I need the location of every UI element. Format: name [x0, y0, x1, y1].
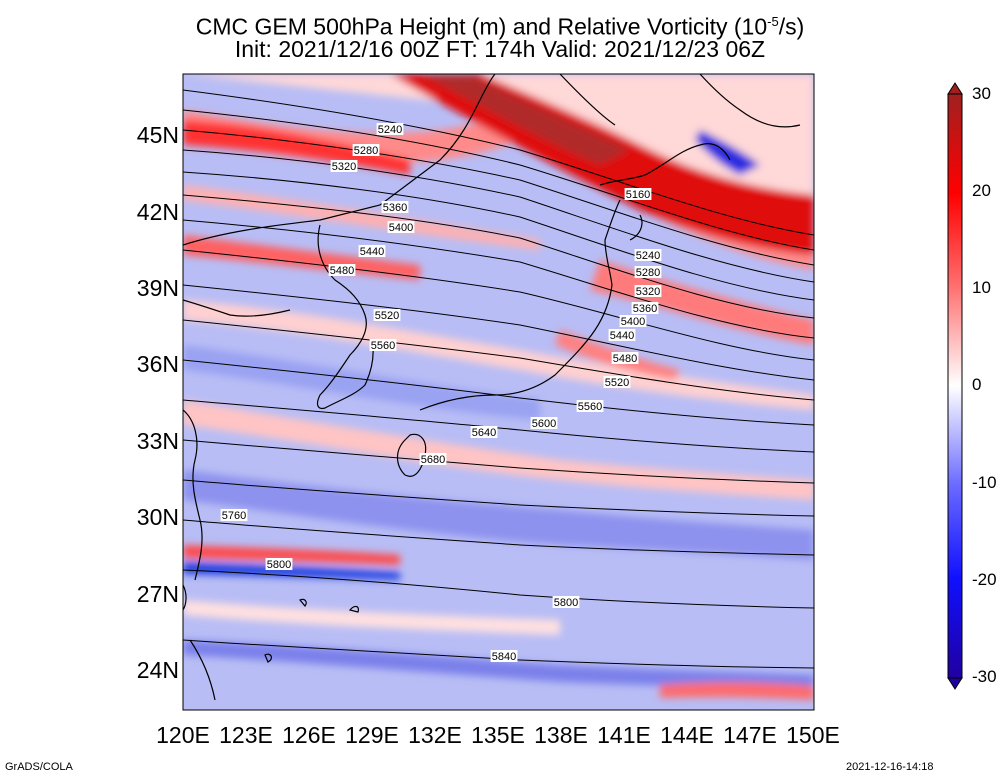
contour-label: 5560 — [369, 339, 397, 352]
vorticity-field — [183, 74, 814, 710]
lat-label: 24N — [136, 657, 179, 683]
height-contours — [183, 89, 814, 669]
svg-text:5560: 5560 — [371, 340, 395, 352]
svg-text:5280: 5280 — [354, 145, 378, 157]
svg-text:5680: 5680 — [421, 454, 445, 466]
svg-text:5600: 5600 — [532, 418, 556, 430]
svg-text:5360: 5360 — [383, 202, 407, 214]
lat-label: 33N — [136, 428, 179, 454]
svg-text:5480: 5480 — [330, 265, 354, 277]
lon-label: 150E — [786, 722, 840, 748]
lat-label: 39N — [136, 275, 179, 301]
svg-text:5400: 5400 — [389, 222, 413, 234]
lon-label: 132E — [408, 722, 462, 748]
lon-label: 138E — [534, 722, 588, 748]
contour-label: 5280 — [352, 144, 380, 157]
svg-text:5800: 5800 — [554, 597, 578, 609]
coastlines — [183, 74, 801, 701]
contour-label: 5280 — [634, 266, 662, 279]
colorbar-label: 0 — [972, 375, 982, 394]
contour-label: 5800 — [265, 558, 293, 571]
svg-text:5240: 5240 — [378, 124, 402, 136]
colorbar-label: -10 — [972, 473, 997, 492]
lat-label: 45N — [136, 122, 179, 148]
colorbar-label: -30 — [972, 667, 997, 686]
colorbar — [947, 82, 963, 690]
svg-text:5440: 5440 — [610, 330, 634, 342]
colorbar-label: 10 — [972, 278, 991, 297]
contour-label: 5800 — [552, 596, 580, 609]
lat-label: 36N — [136, 351, 179, 377]
lon-label: 120E — [156, 722, 210, 748]
colorbar-label: 20 — [972, 181, 991, 200]
contour-label: 5320 — [634, 285, 662, 298]
svg-text:5440: 5440 — [360, 246, 384, 258]
svg-text:5520: 5520 — [375, 310, 399, 322]
lon-label: 123E — [219, 722, 273, 748]
chart-title-line1: CMC GEM 500hPa Height (m) and Relative V… — [195, 13, 805, 40]
contour-label: 5320 — [330, 160, 358, 173]
contour-label: 5240 — [634, 249, 662, 262]
lon-label: 126E — [282, 722, 336, 748]
lon-label: 129E — [345, 722, 399, 748]
contour-label: 5480 — [328, 264, 356, 277]
svg-text:5520: 5520 — [605, 377, 629, 389]
plot-frame — [182, 73, 815, 711]
svg-text:5320: 5320 — [636, 286, 660, 298]
contour-label: 5600 — [530, 417, 558, 430]
colorbar-label: 30 — [972, 84, 991, 103]
contour-label: 5400 — [619, 315, 647, 328]
chart-title-line2: Init: 2021/12/16 00Z FT: 174h Valid: 202… — [234, 36, 766, 62]
svg-text:5160: 5160 — [626, 189, 650, 201]
footer-source: GrADS/COLA — [5, 761, 73, 773]
lat-label: 42N — [136, 199, 179, 225]
contour-label: 5480 — [611, 352, 639, 365]
svg-text:5480: 5480 — [613, 353, 637, 365]
contour-label: 5560 — [576, 400, 604, 413]
svg-text:5800: 5800 — [267, 559, 291, 571]
colorbar-label: -20 — [972, 570, 997, 589]
lon-label: 141E — [597, 722, 651, 748]
contour-label: 5640 — [470, 426, 498, 439]
svg-text:5840: 5840 — [492, 651, 516, 663]
contour-label: 5360 — [631, 302, 659, 315]
contour-label: 5520 — [373, 309, 401, 322]
lon-label: 135E — [471, 722, 525, 748]
svg-text:5280: 5280 — [636, 267, 660, 279]
contour-label: 5520 — [603, 376, 631, 389]
svg-text:5240: 5240 — [636, 250, 660, 262]
contour-label: 5440 — [358, 245, 386, 258]
svg-text:5400: 5400 — [621, 316, 645, 328]
lat-label: 27N — [136, 581, 179, 607]
contour-label: 5240 — [376, 123, 404, 136]
svg-text:5320: 5320 — [332, 161, 356, 173]
svg-text:5560: 5560 — [578, 401, 602, 413]
contour-label: 5360 — [381, 201, 409, 214]
contour-label: 5760 — [220, 509, 248, 522]
lon-label: 144E — [660, 722, 714, 748]
lat-label: 30N — [136, 504, 179, 530]
contour-label: 5400 — [387, 221, 415, 234]
contour-label: 5160 — [624, 188, 652, 201]
svg-text:5640: 5640 — [472, 427, 496, 439]
contour-label: 5680 — [419, 453, 447, 466]
lon-label: 147E — [723, 722, 777, 748]
contour-label: 5840 — [490, 650, 518, 663]
contour-label: 5440 — [608, 329, 636, 342]
svg-text:5760: 5760 — [222, 510, 246, 522]
svg-text:5360: 5360 — [633, 303, 657, 315]
footer-timestamp: 2021-12-16-14:18 — [846, 761, 934, 773]
